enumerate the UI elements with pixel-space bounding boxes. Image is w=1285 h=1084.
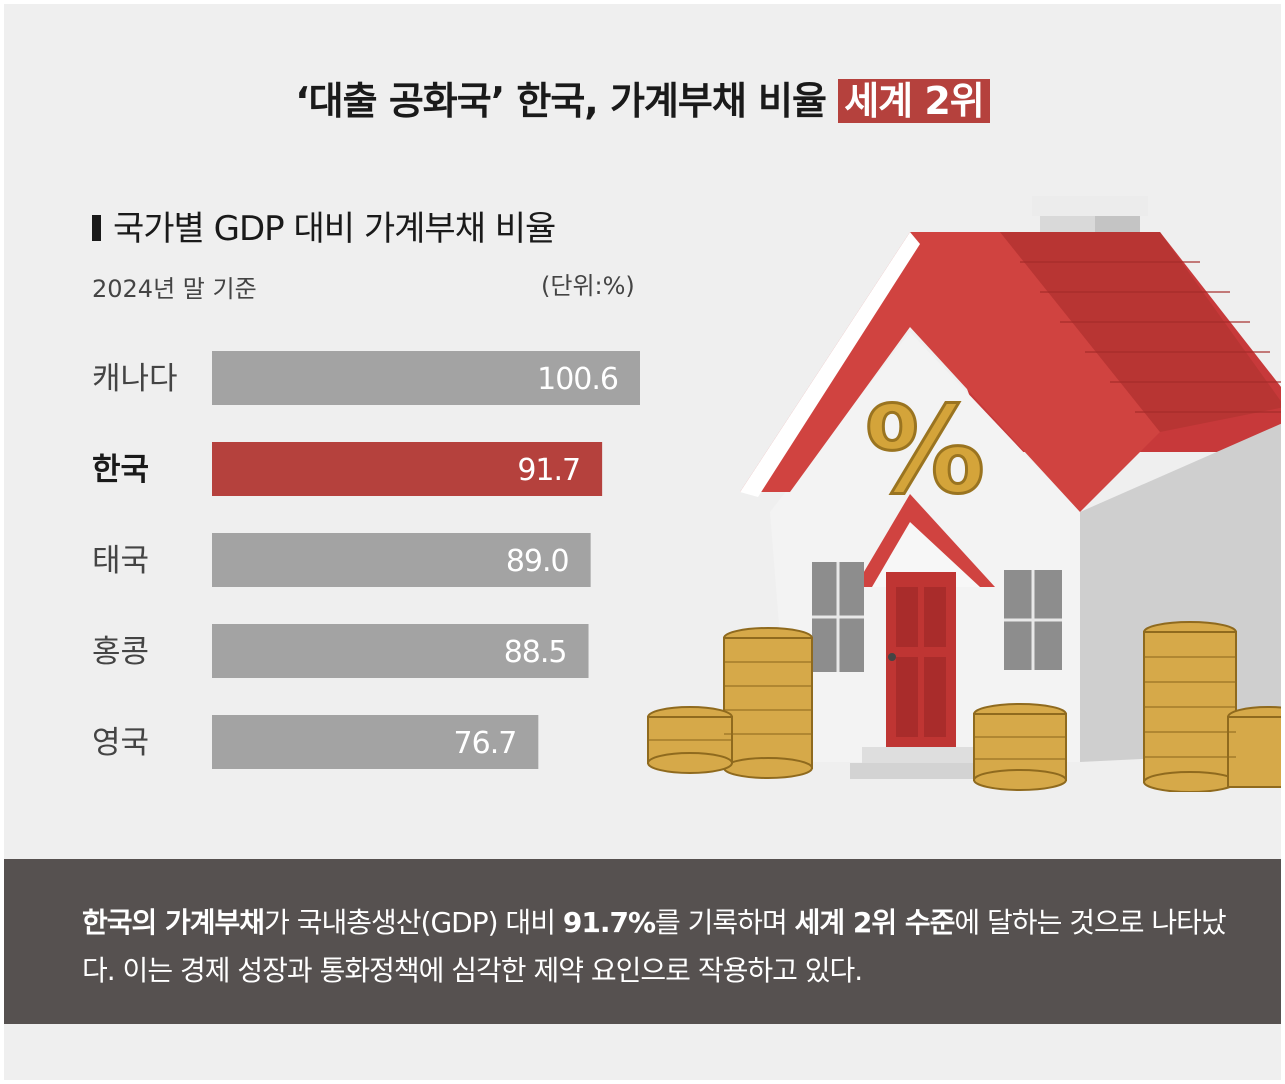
caption-text-3: 에 달하는 것으로 나타났다. 이는 경제 성장과 통화정책에 심각한 제약 요…: [82, 906, 1227, 987]
category-label: 홍콩: [92, 634, 149, 670]
caption-text-1: 가 국내총생산(GDP) 대비: [264, 906, 563, 939]
percent-icon: %: [865, 382, 985, 521]
bar: [212, 533, 591, 587]
category-label: 캐나다: [92, 361, 178, 397]
bar-chart: 캐나다 100.6 한국 91.7 태국 89.0 홍콩 88.5 영국 76.7: [92, 351, 640, 769]
house-with-percent-icon: %: [647, 196, 1281, 792]
caption-bold-3: 세계 2위 수준: [794, 906, 956, 939]
value-label: 88.5: [504, 635, 567, 670]
bar: [212, 351, 640, 405]
caption-text-2: 를 기록하며: [655, 906, 795, 939]
caption-text: 한국의 가계부채가 국내총생산(GDP) 대비 91.7%를 기록하며 세계 2…: [82, 899, 1232, 995]
headline-text: ‘대출 공화국’ 한국, 가계부채 비율: [295, 79, 839, 123]
bar: [212, 624, 589, 678]
value-label: 89.0: [506, 544, 569, 579]
bar: [212, 442, 603, 496]
caption-box: 한국의 가계부채가 국내총생산(GDP) 대비 91.7%를 기록하며 세계 2…: [4, 859, 1281, 1024]
value-label: 76.7: [454, 726, 517, 761]
bar: [212, 715, 539, 769]
headline: ‘대출 공화국’ 한국, 가계부채 비율 세계 2위: [4, 70, 1281, 125]
chart-unit: (단위:%): [541, 272, 635, 300]
category-label: 영국: [92, 725, 149, 761]
chart-title-text: 국가별 GDP 대비 가계부채 비율: [113, 209, 556, 249]
infographic-card: ‘대출 공화국’ 한국, 가계부채 비율 세계 2위 국가별 GDP 대비 가계…: [4, 4, 1281, 1080]
caption-bold-1: 한국의 가계부채: [82, 906, 265, 939]
category-label: 태국: [92, 543, 149, 579]
category-label: 한국: [92, 452, 149, 488]
title-marker-icon: [92, 215, 101, 241]
headline-highlight: 세계 2위: [838, 79, 990, 123]
value-label: 100.6: [537, 362, 618, 397]
chart-subtitle: 2024년 말 기준: [92, 275, 257, 303]
caption-bold-2: 91.7%: [562, 906, 656, 939]
value-label: 91.7: [517, 453, 580, 488]
chart-title: 국가별 GDP 대비 가계부채 비율: [92, 201, 556, 250]
